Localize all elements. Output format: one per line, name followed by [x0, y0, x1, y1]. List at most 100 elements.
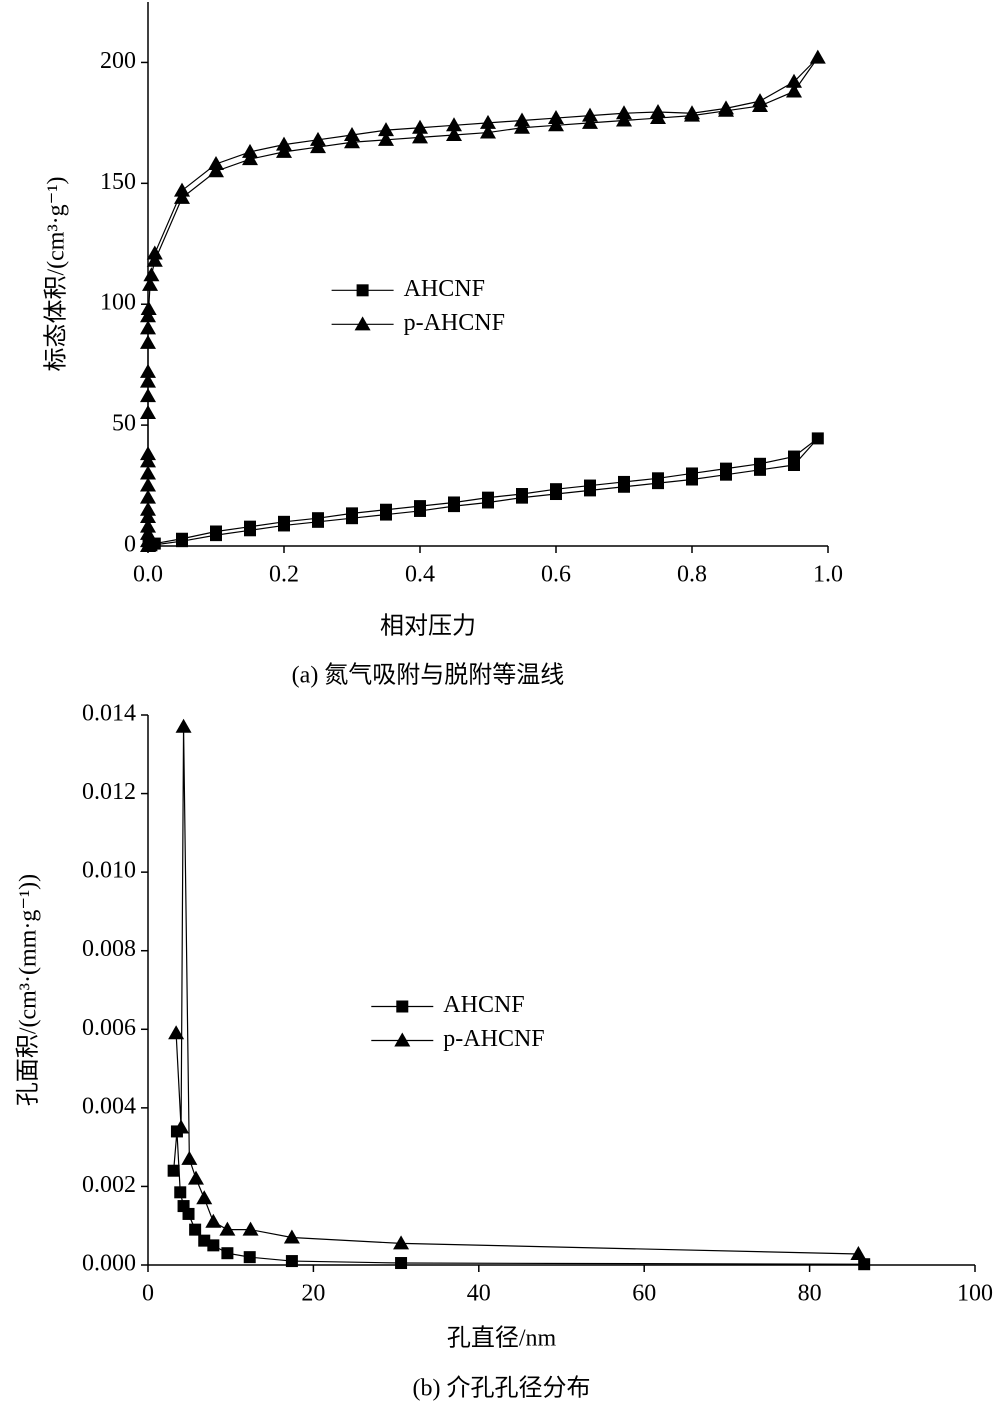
marker — [181, 1150, 198, 1165]
y-tick-label: 0.008 — [82, 936, 136, 962]
x-axis-label: 相对压力 — [380, 613, 476, 640]
marker — [480, 114, 496, 129]
marker — [414, 500, 426, 513]
series-line — [173, 1131, 865, 1265]
x-axis-label: 孔直径/nm — [447, 1325, 557, 1352]
marker — [146, 245, 163, 260]
x-tick-label: 40 — [467, 1281, 491, 1307]
marker — [310, 139, 326, 154]
marker — [482, 491, 494, 504]
marker — [210, 525, 222, 538]
x-tick-label: 20 — [301, 1281, 325, 1307]
marker — [140, 518, 156, 533]
marker — [548, 117, 564, 132]
marker — [811, 432, 824, 445]
marker — [514, 119, 530, 134]
marker — [858, 1258, 871, 1271]
marker — [242, 151, 258, 166]
marker — [140, 525, 156, 540]
marker — [187, 1170, 204, 1185]
marker — [396, 1000, 409, 1013]
marker — [446, 117, 462, 132]
marker — [175, 718, 192, 733]
x-tick-label: 0.2 — [269, 562, 299, 588]
marker — [140, 533, 156, 548]
y-tick-label: 0.014 — [82, 701, 136, 727]
marker — [514, 112, 530, 127]
marker — [378, 122, 394, 137]
x-tick-label: 0.6 — [541, 562, 571, 588]
marker — [344, 126, 360, 141]
marker — [207, 1239, 220, 1252]
marker — [146, 252, 163, 267]
marker — [394, 1032, 411, 1047]
marker — [582, 114, 598, 129]
marker — [219, 1221, 236, 1236]
marker — [140, 373, 156, 388]
marker — [198, 1234, 211, 1247]
marker — [412, 129, 428, 144]
marker — [140, 301, 157, 316]
marker — [618, 475, 630, 488]
marker — [140, 308, 156, 323]
marker — [283, 1229, 300, 1244]
marker — [140, 363, 156, 378]
marker — [718, 100, 734, 115]
marker — [480, 124, 496, 139]
marker — [140, 501, 156, 516]
marker — [616, 112, 632, 127]
marker — [140, 446, 156, 461]
marker — [196, 1190, 213, 1205]
marker — [242, 1221, 259, 1236]
legend-label: AHCNF — [404, 276, 485, 302]
x-tick-label: 80 — [798, 1281, 822, 1307]
marker — [380, 503, 392, 516]
y-tick-label: 0.012 — [82, 779, 136, 805]
marker — [344, 134, 360, 149]
x-tick-label: 0.4 — [405, 562, 435, 588]
y-tick-label: 100 — [100, 290, 136, 316]
marker — [346, 507, 358, 520]
legend-label: p-AHCNF — [443, 1026, 544, 1052]
caption: (b) 介孔孔径分布 — [413, 1375, 591, 1402]
marker — [140, 320, 156, 335]
marker — [395, 1257, 408, 1270]
marker — [140, 388, 156, 403]
marker — [550, 483, 562, 496]
marker — [174, 189, 190, 204]
marker — [174, 1186, 187, 1199]
y-tick-label: 50 — [112, 411, 136, 437]
marker — [310, 131, 326, 146]
marker — [720, 462, 732, 475]
y-tick-label: 0.002 — [82, 1172, 136, 1198]
marker — [244, 520, 256, 533]
marker — [173, 1119, 190, 1134]
y-tick-label: 200 — [100, 48, 136, 74]
marker — [143, 267, 160, 282]
marker — [208, 163, 224, 178]
marker — [448, 496, 460, 509]
marker — [356, 284, 369, 297]
y-tick-label: 0.000 — [82, 1251, 136, 1277]
marker — [412, 119, 428, 134]
marker — [140, 334, 156, 349]
x-tick-label: 100 — [957, 1281, 993, 1307]
marker — [686, 467, 698, 480]
y-tick-label: 150 — [100, 169, 136, 195]
y-tick-label: 0.010 — [82, 858, 136, 884]
marker — [208, 155, 224, 170]
x-tick-label: 60 — [632, 1281, 656, 1307]
marker — [140, 453, 156, 468]
marker — [752, 93, 768, 108]
marker — [189, 1223, 202, 1236]
y-tick-label: 0.004 — [82, 1093, 136, 1119]
y-axis-label: 标态体积/(cm³·g⁻¹) — [43, 176, 70, 371]
y-axis-label: 孔面积/(cm³·(mm·g⁻¹)) — [15, 874, 42, 1106]
marker — [850, 1246, 867, 1260]
marker — [140, 489, 156, 504]
caption: (a) 氮气吸附与脱附等温线 — [292, 662, 565, 689]
marker — [276, 136, 292, 151]
marker — [786, 83, 802, 98]
legend-label: p-AHCNF — [404, 310, 505, 336]
